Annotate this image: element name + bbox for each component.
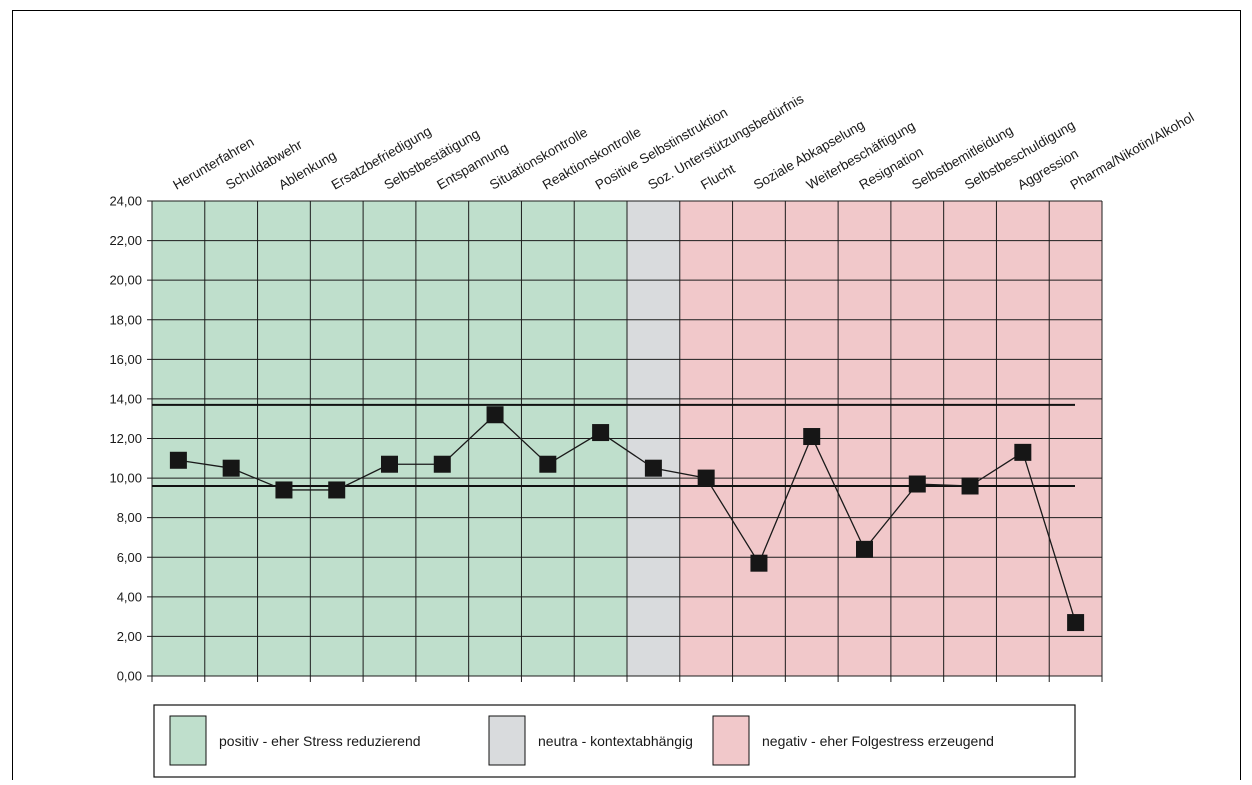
grid-lines bbox=[147, 200, 1103, 682]
y-tick-label: 6,00 bbox=[117, 550, 142, 565]
legend: positiv - eher Stress reduzierend neutra … bbox=[153, 704, 1076, 778]
data-point-marker bbox=[539, 455, 557, 473]
data-point-marker bbox=[169, 451, 187, 469]
y-tick-label: 4,00 bbox=[117, 589, 142, 604]
series-line bbox=[178, 413, 1077, 623]
y-tick-label: 10,00 bbox=[109, 471, 142, 486]
legend-label-1: neutra - kontextabhängig bbox=[538, 733, 693, 749]
series-line-group bbox=[178, 413, 1077, 623]
data-point-marker bbox=[433, 455, 451, 473]
legend-label-0: positiv - eher Stress reduzierend bbox=[219, 733, 421, 749]
data-point-marker bbox=[644, 459, 662, 477]
y-tick-label: 8,00 bbox=[117, 510, 142, 525]
category-label: Pharma/Nikotin/Alkohol bbox=[1068, 109, 1197, 192]
y-tick-label: 20,00 bbox=[109, 273, 142, 288]
data-point-marker bbox=[961, 477, 979, 495]
y-tick-label: 0,00 bbox=[117, 669, 142, 684]
data-point-marker bbox=[1014, 443, 1032, 461]
legend-label-2: negativ - eher Folgestress erzeugend bbox=[762, 733, 994, 749]
y-tick-label: 2,00 bbox=[117, 629, 142, 644]
y-tick-label: 22,00 bbox=[109, 233, 142, 248]
data-point-marker bbox=[856, 540, 873, 558]
y-tick-label: 12,00 bbox=[109, 431, 142, 446]
data-point-marker bbox=[328, 481, 346, 499]
data-point-marker bbox=[275, 481, 293, 499]
data-point-marker bbox=[592, 424, 610, 442]
x-axis-category-labels: HerunterfahrenSchuldabwehrAblenkungErsat… bbox=[170, 91, 1196, 193]
data-point-marker bbox=[486, 406, 504, 424]
data-point-marker bbox=[381, 455, 398, 473]
y-tick-label: 24,00 bbox=[109, 194, 142, 209]
y-tick-label: 16,00 bbox=[109, 352, 142, 367]
data-markers bbox=[169, 406, 1085, 632]
legend-swatch-2 bbox=[712, 715, 750, 766]
legend-swatch-1 bbox=[488, 715, 526, 766]
y-tick-label: 18,00 bbox=[109, 312, 142, 327]
data-point-marker bbox=[803, 428, 821, 446]
y-tick-label: 14,00 bbox=[109, 391, 142, 406]
data-point-marker bbox=[1067, 614, 1085, 632]
legend-box bbox=[153, 704, 1076, 778]
data-point-marker bbox=[750, 554, 768, 572]
data-point-marker bbox=[697, 469, 715, 487]
category-label: Flucht bbox=[698, 161, 738, 192]
data-point-marker bbox=[908, 475, 926, 493]
y-axis-tick-labels: 0,00 2,00 4,00 6,00 8,00 10,00 12,00 14,00 16,00… bbox=[109, 194, 142, 684]
legend-swatch-0 bbox=[169, 715, 207, 766]
data-point-marker bbox=[222, 459, 240, 477]
